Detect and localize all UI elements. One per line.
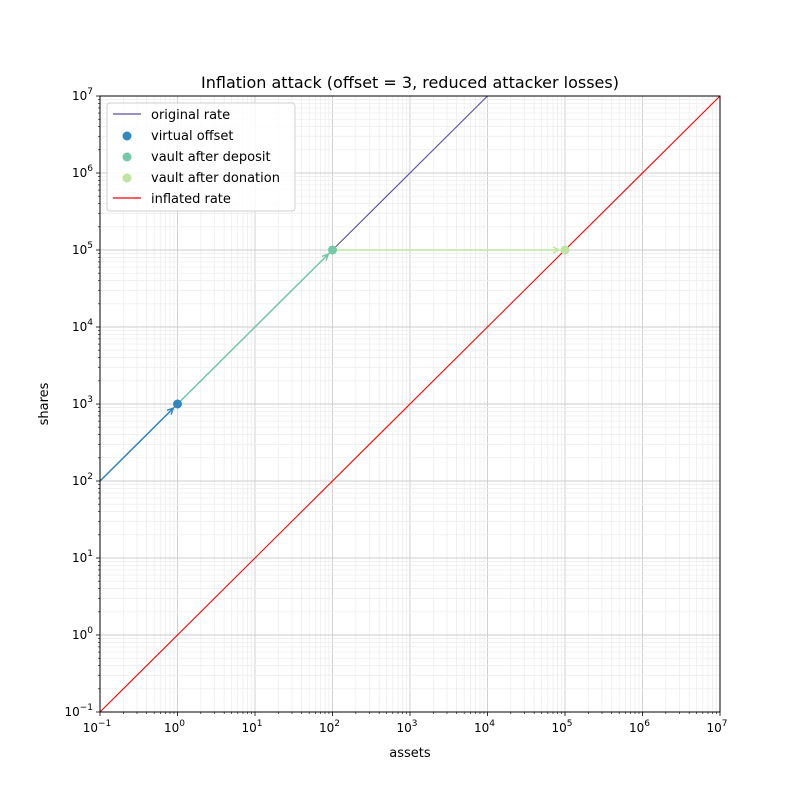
legend-marker-swatch bbox=[122, 152, 132, 162]
legend-label: vault after donation bbox=[151, 171, 280, 186]
plot-marks bbox=[100, 96, 720, 712]
point-vault-after-deposit bbox=[328, 245, 337, 255]
y-tick-label: 101 bbox=[72, 549, 93, 565]
arrow-head bbox=[166, 407, 175, 415]
y-tick-label: 100 bbox=[72, 626, 93, 642]
y-tick-label: 103 bbox=[72, 395, 93, 411]
y-tick-label: 107 bbox=[72, 87, 93, 103]
y-tick-label: 10−1 bbox=[64, 703, 93, 719]
arrow-head bbox=[552, 246, 561, 254]
x-axis-label: assets bbox=[389, 746, 431, 761]
point-vault-after-donation bbox=[560, 245, 570, 255]
legend: original rate virtual offset vault after d… bbox=[106, 102, 296, 212]
legend-marker-swatch bbox=[122, 131, 132, 141]
y-tick-label: 105 bbox=[72, 241, 93, 257]
x-tick-label: 105 bbox=[551, 719, 572, 735]
clipped-marks bbox=[100, 96, 720, 712]
y-tick-label: 104 bbox=[72, 318, 93, 334]
legend-label: virtual offset bbox=[151, 129, 233, 144]
point-virtual-offset bbox=[173, 399, 182, 409]
y-axis-label: shares bbox=[37, 382, 52, 425]
ticks: 10−1 100 101 102 103 104 105 106 107 10−1 100 101 10… bbox=[64, 87, 727, 735]
x-tick-label: 10−1 bbox=[83, 719, 112, 735]
x-tick-label: 106 bbox=[629, 719, 650, 735]
x-tick-label: 107 bbox=[706, 719, 727, 735]
legend-label: vault after deposit bbox=[151, 150, 271, 165]
x-tick-label: 101 bbox=[241, 719, 262, 735]
arrow-head bbox=[321, 253, 330, 261]
legend-label: inflated rate bbox=[151, 192, 231, 207]
arrow-shaft bbox=[100, 407, 174, 482]
x-tick-label: 103 bbox=[396, 719, 417, 735]
grid bbox=[99, 96, 720, 713]
x-tick-label: 102 bbox=[319, 719, 340, 735]
arrow-shaft bbox=[176, 253, 329, 405]
line-inflated-rate bbox=[100, 96, 720, 712]
legend-box bbox=[106, 102, 296, 212]
legend-label: original rate bbox=[151, 108, 230, 123]
y-tick-label: 102 bbox=[72, 472, 93, 488]
y-tick-label: 106 bbox=[72, 164, 93, 180]
chart-title: Inflation attack (offset = 3, reduced at… bbox=[201, 73, 619, 92]
x-tick-label: 104 bbox=[474, 719, 495, 735]
legend-marker-swatch bbox=[122, 173, 132, 183]
x-tick-label: 100 bbox=[164, 719, 185, 735]
